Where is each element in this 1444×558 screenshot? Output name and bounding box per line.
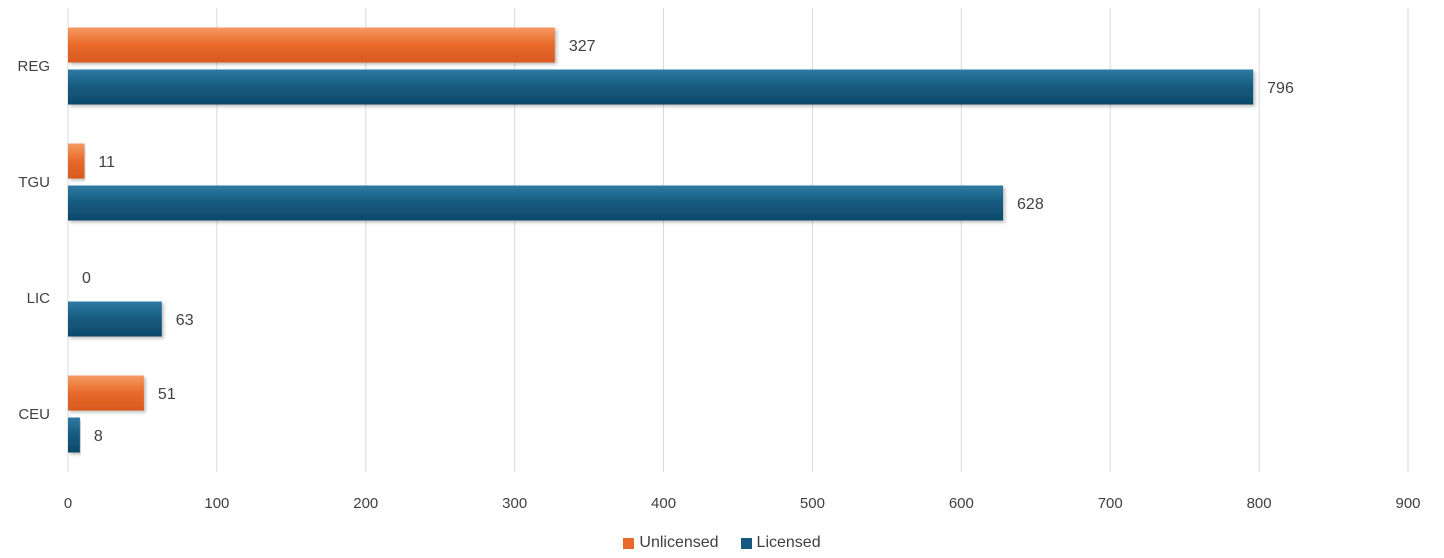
category-label-ceu: CEU — [18, 406, 50, 423]
x-tick-label: 300 — [502, 495, 527, 512]
legend-item-licensed: Licensed — [740, 534, 821, 552]
bar-licensed-lic — [68, 301, 162, 337]
x-tick-label: 700 — [1098, 495, 1123, 512]
x-tick-label: 600 — [949, 495, 974, 512]
x-tick-label: 900 — [1395, 495, 1420, 512]
bar-unlicensed-ceu — [68, 375, 144, 411]
data-label-licensed-lic: 63 — [176, 312, 194, 329]
data-label-licensed-ceu: 8 — [94, 428, 103, 445]
legend-label-unlicensed: Unlicensed — [639, 534, 719, 551]
x-tick-label: 800 — [1247, 495, 1272, 512]
data-label-licensed-reg: 796 — [1267, 80, 1294, 97]
bar-unlicensed-tgu — [68, 143, 85, 179]
x-tick-label: 200 — [353, 495, 378, 512]
bar-licensed-tgu — [68, 185, 1004, 221]
bar-chart: 0 100 200 300 400 500 600 700 800 900 REG 327 796 TGU… — [17, 8, 1421, 512]
bars — [68, 27, 1254, 453]
category-label-lic: LIC — [27, 290, 51, 307]
legend-label-licensed: Licensed — [756, 534, 821, 551]
data-label-unlicensed-reg: 327 — [569, 38, 596, 55]
category-label-tgu: TGU — [18, 174, 50, 191]
bar-licensed-ceu — [68, 417, 80, 453]
x-tick-label: 0 — [64, 495, 72, 512]
legend-swatch-unlicensed — [623, 537, 635, 549]
data-label-unlicensed-tgu: 11 — [98, 154, 115, 171]
x-tick-label: 400 — [651, 495, 676, 512]
category-label-reg: REG — [17, 58, 50, 75]
legend: Unlicensed Licensed — [0, 534, 1444, 552]
bar-unlicensed-reg — [68, 27, 555, 63]
legend-item-unlicensed: Unlicensed — [623, 534, 719, 552]
bar-licensed-reg — [68, 69, 1254, 105]
data-label-unlicensed-ceu: 51 — [158, 386, 176, 403]
x-tick-label: 100 — [204, 495, 229, 512]
data-label-licensed-tgu: 628 — [1017, 196, 1044, 213]
legend-swatch-licensed — [740, 537, 752, 549]
labels: 0 100 200 300 400 500 600 700 800 900 REG 327 796 TGU… — [17, 38, 1420, 512]
data-label-unlicensed-lic: 0 — [82, 270, 91, 287]
x-tick-label: 500 — [800, 495, 825, 512]
